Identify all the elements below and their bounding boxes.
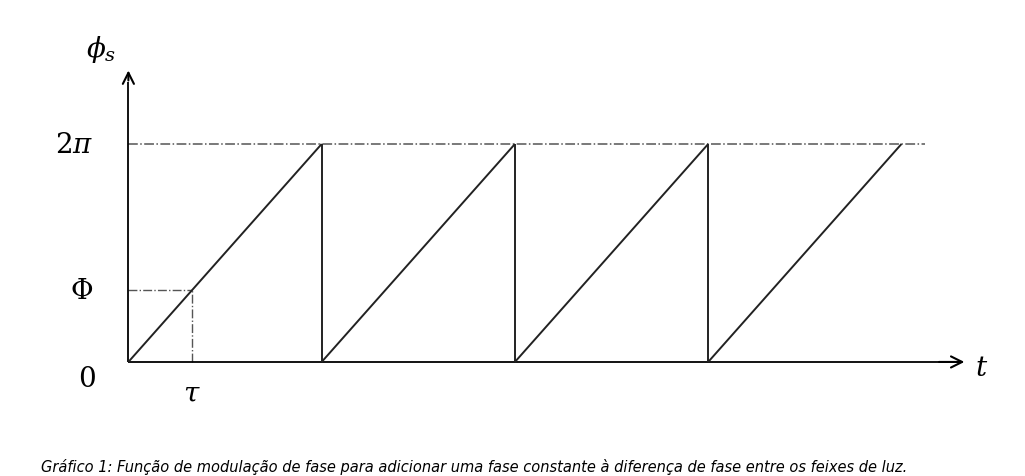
Text: $2\pi$: $2\pi$ xyxy=(55,131,93,159)
Text: $\Phi$: $\Phi$ xyxy=(71,277,93,304)
Text: $t$: $t$ xyxy=(975,353,988,381)
Text: $0$: $0$ xyxy=(78,364,96,392)
Text: Gráfico 1: Função de modulação de fase para adicionar uma fase constante à difer: Gráfico 1: Função de modulação de fase p… xyxy=(41,457,907,474)
Text: $\tau$: $\tau$ xyxy=(183,379,201,407)
Text: $\phi_s$: $\phi_s$ xyxy=(86,34,117,65)
